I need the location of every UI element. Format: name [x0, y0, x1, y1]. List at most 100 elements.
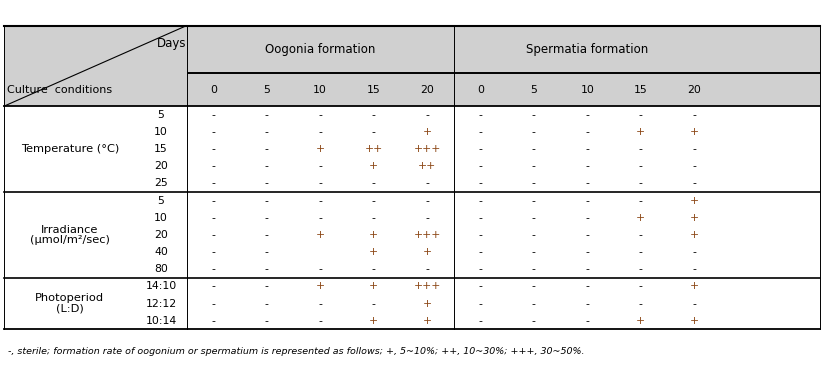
Text: +: +: [636, 213, 645, 223]
Text: -: -: [478, 316, 483, 326]
Text: Photoperiod: Photoperiod: [35, 294, 104, 303]
Text: +: +: [690, 281, 699, 291]
Text: -: -: [585, 213, 589, 223]
Text: (L:D): (L:D): [56, 304, 84, 314]
Text: +: +: [369, 230, 378, 240]
Text: +: +: [636, 316, 645, 326]
Text: 0: 0: [210, 85, 217, 95]
Text: -: -: [478, 127, 483, 137]
Text: +: +: [423, 247, 432, 257]
Text: -: -: [478, 195, 483, 206]
Text: 14:10: 14:10: [145, 281, 177, 291]
Text: -: -: [532, 281, 536, 291]
Text: -: -: [532, 213, 536, 223]
Text: -: -: [211, 195, 215, 206]
Text: -: -: [372, 213, 376, 223]
Text: 5: 5: [158, 110, 164, 120]
Text: -: -: [692, 144, 696, 154]
Text: +: +: [316, 230, 325, 240]
Text: Days: Days: [156, 37, 186, 50]
Text: 20: 20: [155, 230, 168, 240]
Text: -: -: [265, 127, 269, 137]
Text: -: -: [478, 161, 483, 171]
Text: +: +: [316, 281, 325, 291]
Text: -: -: [372, 195, 376, 206]
Text: -: -: [532, 247, 536, 257]
Text: -: -: [211, 144, 215, 154]
Text: -: -: [211, 230, 215, 240]
Text: -: -: [478, 110, 483, 120]
Text: -: -: [532, 230, 536, 240]
Text: -: -: [478, 299, 483, 309]
Text: +: +: [423, 316, 432, 326]
Text: +: +: [423, 127, 432, 137]
Text: -: -: [532, 195, 536, 206]
Text: -: -: [478, 144, 483, 154]
Text: +: +: [369, 316, 378, 326]
Text: -: -: [532, 299, 536, 309]
Text: +: +: [369, 281, 378, 291]
Text: 80: 80: [155, 264, 168, 274]
Text: -: -: [692, 161, 696, 171]
Text: -: -: [211, 264, 215, 274]
Text: 15: 15: [634, 85, 648, 95]
Text: +: +: [690, 213, 699, 223]
Text: -: -: [692, 110, 696, 120]
Text: -: -: [692, 264, 696, 274]
Text: -: -: [585, 110, 589, 120]
Text: -: -: [425, 195, 429, 206]
Text: -: -: [265, 316, 269, 326]
Text: -: -: [639, 230, 643, 240]
Text: -: -: [265, 299, 269, 309]
Text: -: -: [265, 247, 269, 257]
Text: -: -: [265, 178, 269, 188]
Text: -: -: [318, 316, 322, 326]
Text: -: -: [585, 178, 589, 188]
Text: -: -: [318, 178, 322, 188]
Text: -: -: [478, 281, 483, 291]
Text: -: -: [265, 281, 269, 291]
Text: -: -: [265, 213, 269, 223]
Text: -: -: [211, 178, 215, 188]
Text: -: -: [639, 281, 643, 291]
Text: 10:14: 10:14: [145, 316, 177, 326]
Text: Spermatia formation: Spermatia formation: [526, 43, 649, 56]
Text: 15: 15: [155, 144, 168, 154]
Text: -: -: [478, 213, 483, 223]
Text: +: +: [423, 299, 432, 309]
Text: -: -: [372, 127, 376, 137]
Text: +: +: [690, 230, 699, 240]
Text: -: -: [585, 144, 589, 154]
Text: -: -: [639, 110, 643, 120]
Text: -: -: [532, 110, 536, 120]
Text: -: -: [478, 230, 483, 240]
Text: +: +: [636, 127, 645, 137]
Text: -: -: [265, 230, 269, 240]
Text: -: -: [211, 299, 215, 309]
Text: -: -: [211, 161, 215, 171]
Text: -: -: [318, 299, 322, 309]
Text: -: -: [425, 110, 429, 120]
Text: -: -: [211, 247, 215, 257]
Text: -: -: [585, 230, 589, 240]
Text: +: +: [690, 195, 699, 206]
Text: -: -: [639, 247, 643, 257]
Text: -: -: [211, 127, 215, 137]
Text: -: -: [265, 161, 269, 171]
Text: +++: +++: [413, 144, 441, 154]
Text: -: -: [318, 264, 322, 274]
Text: +++: +++: [413, 230, 441, 240]
Text: -: -: [585, 316, 589, 326]
Text: -: -: [532, 127, 536, 137]
Text: 40: 40: [155, 247, 168, 257]
Text: -: -: [425, 178, 429, 188]
Text: 12:12: 12:12: [145, 299, 177, 309]
Text: -: -: [585, 195, 589, 206]
Text: -: -: [478, 247, 483, 257]
Text: Culture  conditions: Culture conditions: [7, 85, 112, 95]
Text: -: -: [211, 316, 215, 326]
Text: 5: 5: [530, 85, 538, 95]
Text: -: -: [532, 144, 536, 154]
Text: -: -: [585, 127, 589, 137]
Text: +: +: [316, 144, 325, 154]
